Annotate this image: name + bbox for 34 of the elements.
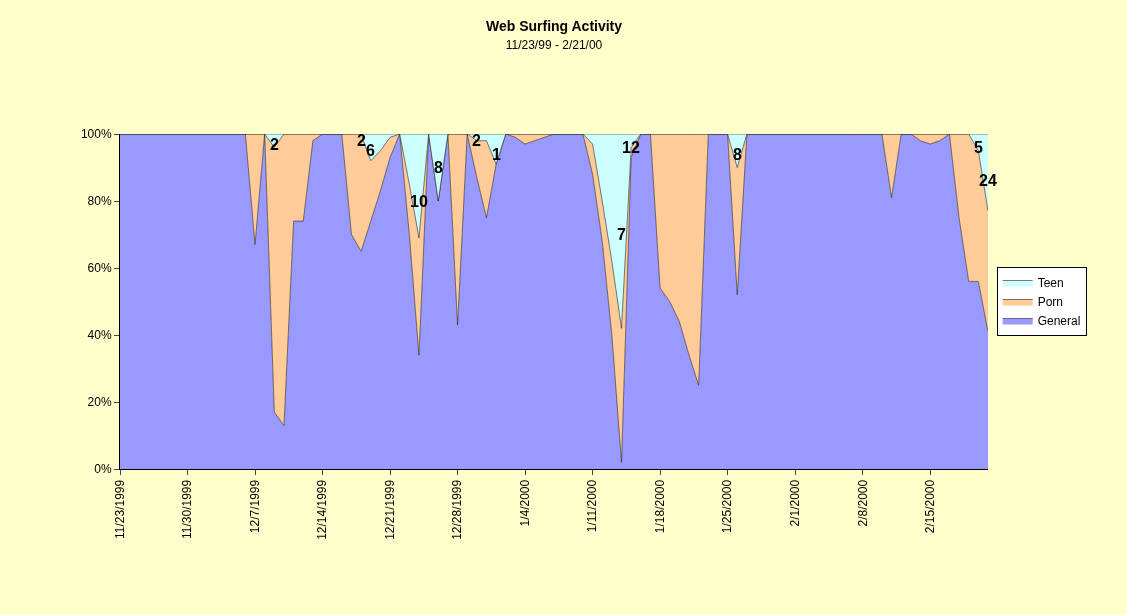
x-tick-label: 2/8/2000 — [855, 479, 870, 527]
y-tick-label: 0% — [94, 462, 112, 477]
x-tick-label: 1/11/2000 — [585, 479, 600, 533]
annotation: 24 — [979, 172, 997, 189]
chart-subtitle: 11/23/99 - 2/21/00 — [505, 37, 603, 52]
y-tick-label: 100% — [80, 127, 112, 142]
annotation: 7 — [617, 226, 626, 243]
annotation: 6 — [366, 142, 375, 159]
annotation: 5 — [974, 139, 983, 156]
x-tick-label: 1/25/2000 — [720, 479, 735, 534]
legend-label: General — [1037, 314, 1081, 329]
chart-title: Web Surfing Activity — [485, 17, 623, 34]
x-tick-label: 11/23/1999 — [112, 479, 127, 539]
annotation: 8 — [434, 159, 443, 176]
annotation: 8 — [733, 146, 742, 163]
y-tick-label: 80% — [87, 194, 112, 209]
x-tick-label: 12/14/1999 — [315, 479, 330, 540]
x-tick-label: 1/18/2000 — [652, 479, 667, 534]
legend-label: Porn — [1037, 295, 1064, 310]
x-tick-label: 1/4/2000 — [517, 479, 532, 527]
x-tick-label: 2/1/2000 — [788, 479, 803, 527]
annotation: 2 — [270, 136, 279, 153]
x-tick-label: 11/30/1999 — [180, 479, 195, 539]
x-tick-label: 2/15/2000 — [923, 479, 938, 534]
x-tick-label: 12/7/1999 — [247, 479, 262, 534]
x-tick-label: 12/21/1999 — [382, 479, 397, 540]
y-tick-label: 40% — [87, 328, 112, 343]
y-tick-label: 60% — [87, 261, 112, 276]
legend-label: Teen — [1037, 276, 1064, 291]
y-tick-label: 20% — [87, 395, 112, 410]
annotation: 2 — [472, 132, 481, 149]
annotation: 2 — [357, 132, 366, 149]
x-tick-label: 12/28/1999 — [450, 479, 465, 540]
annotation: 12 — [622, 139, 640, 156]
